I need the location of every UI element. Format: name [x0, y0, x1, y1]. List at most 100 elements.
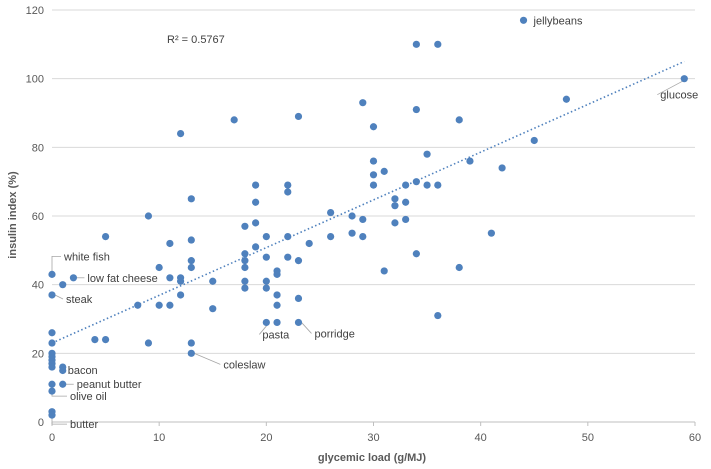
data-point [380, 267, 388, 275]
data-point [380, 167, 388, 175]
annotation-label: butter [70, 419, 98, 431]
data-point [262, 253, 270, 261]
annotations: jellybeans glucose white fish low fat chees… [63, 15, 698, 431]
data-point [369, 123, 378, 131]
data-point [241, 263, 249, 272]
data-point [402, 198, 410, 206]
annotation-leader [54, 294, 64, 300]
data-point [262, 277, 270, 285]
x-tick-label: 30 [367, 432, 379, 444]
data-points [48, 16, 688, 419]
data-point [69, 274, 78, 282]
data-point [434, 311, 442, 320]
annotation-leader [51, 255, 61, 275]
data-point [187, 339, 195, 347]
data-point [273, 318, 281, 327]
data-point [187, 263, 195, 272]
tick-labels: 0 20 40 60 80 100 120 0 10 20 30 40 50 60 [26, 5, 701, 444]
data-point [48, 411, 56, 419]
x-tick-label: 60 [689, 432, 701, 444]
data-point [144, 212, 153, 220]
annotation-label: peanut butter [77, 379, 142, 391]
data-point [177, 291, 185, 299]
data-point [187, 257, 195, 265]
annotation-label: steak [66, 294, 93, 306]
r-squared-label: R² = 0.5767 [167, 34, 225, 46]
data-point [466, 157, 474, 165]
data-point [262, 233, 270, 241]
data-point [423, 150, 431, 158]
data-point [209, 305, 217, 313]
annotation-label: jellybeans [533, 15, 583, 27]
y-tick-label: 120 [26, 5, 44, 17]
data-point [241, 277, 249, 285]
data-point [348, 212, 356, 220]
data-point [294, 318, 303, 327]
data-point [359, 99, 367, 107]
data-point [166, 274, 174, 282]
data-point [294, 257, 303, 265]
data-point [423, 181, 431, 189]
annotation-label: glucose [660, 90, 698, 102]
annotation-leader [194, 352, 221, 365]
data-point [209, 277, 217, 285]
data-point [262, 284, 270, 292]
data-point [562, 95, 571, 103]
data-point [284, 181, 292, 189]
data-point [166, 301, 174, 309]
annotation-label: pasta [262, 329, 290, 341]
trendline-group [51, 60, 685, 344]
annotation-label: low fat cheese [87, 273, 157, 285]
trendline [51, 60, 685, 344]
data-point [412, 40, 420, 48]
x-tick-label: 0 [49, 432, 55, 444]
data-point [241, 222, 249, 230]
y-tick-label: 40 [32, 280, 44, 292]
x-tick-label: 50 [582, 432, 594, 444]
data-point [252, 243, 260, 251]
data-point [273, 301, 281, 309]
data-point [284, 253, 292, 261]
data-point [412, 105, 420, 114]
annotation-label: bacon [68, 365, 98, 377]
data-point [369, 171, 378, 179]
data-point [59, 281, 67, 289]
data-point [402, 215, 410, 224]
data-point [59, 380, 67, 388]
data-point [498, 164, 506, 172]
gridlines [52, 9, 695, 354]
annotation-label: coleslaw [223, 359, 265, 371]
data-point [241, 257, 249, 265]
data-point [412, 178, 420, 186]
data-point [101, 233, 110, 241]
data-point [155, 301, 163, 309]
annotation-label: olive oil [70, 391, 107, 403]
y-tick-label: 80 [32, 142, 44, 154]
data-point [305, 239, 313, 248]
data-point [369, 181, 378, 189]
data-point [294, 112, 303, 121]
data-point [391, 195, 399, 203]
data-point [187, 349, 195, 357]
data-point [284, 233, 292, 241]
data-point [252, 219, 260, 227]
data-point [134, 301, 142, 309]
data-point [155, 263, 163, 272]
x-axis-title: glycemic load (g/MJ) [318, 452, 427, 464]
data-point [241, 250, 249, 258]
data-point [359, 215, 367, 224]
data-point [48, 380, 56, 388]
data-point [101, 336, 110, 344]
data-point [166, 239, 174, 248]
y-tick-label: 20 [32, 348, 44, 360]
data-point [402, 181, 410, 189]
annotation-leader [301, 322, 312, 334]
data-point [327, 233, 335, 241]
data-point [348, 229, 356, 237]
y-tick-label: 100 [26, 74, 44, 86]
data-point [48, 387, 56, 395]
data-point [359, 233, 367, 241]
data-point [455, 263, 463, 272]
y-axis-title: insulin index (%) [7, 171, 19, 259]
data-point [262, 318, 270, 327]
